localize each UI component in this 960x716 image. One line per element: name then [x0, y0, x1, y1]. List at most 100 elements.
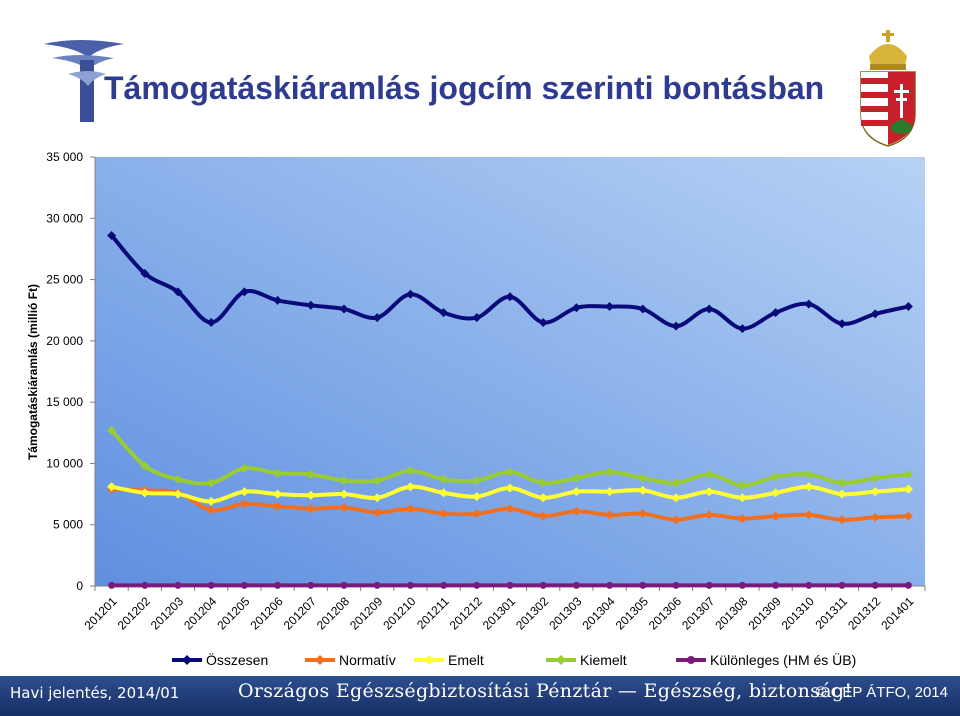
data-point	[140, 268, 150, 278]
x-tick-label: 201307	[679, 594, 717, 632]
data-point	[306, 490, 316, 500]
data-point	[704, 469, 714, 479]
data-point	[571, 487, 581, 497]
data-point	[306, 504, 316, 514]
line-chart: 0 5 000 10 000 15 000 20 000 25 000 30 000 35 0…	[26, 150, 926, 668]
y-tick-label: 25 000	[46, 273, 83, 287]
legend-label: Különleges (HM és ÜB)	[710, 651, 856, 668]
x-tick-label: 201302	[513, 594, 551, 632]
data-point	[439, 488, 449, 498]
data-point	[871, 581, 879, 589]
x-tick-label: 201308	[712, 594, 750, 632]
data-point	[538, 511, 548, 521]
data-point	[140, 488, 150, 498]
y-tick-label: 35 000	[46, 150, 83, 164]
data-point	[439, 509, 449, 519]
series-2	[107, 482, 913, 506]
data-point	[571, 473, 581, 483]
data-point	[206, 505, 216, 515]
data-point	[372, 507, 382, 517]
data-point	[107, 230, 117, 240]
data-point	[274, 581, 282, 589]
data-point	[737, 324, 747, 334]
data-point	[473, 581, 481, 589]
x-tick-label: 201208	[314, 594, 352, 632]
data-point	[903, 302, 913, 312]
data-point	[273, 489, 283, 499]
y-tick-label: 20 000	[46, 334, 83, 348]
data-point	[405, 504, 415, 514]
data-point	[837, 478, 847, 488]
data-point	[239, 463, 249, 473]
x-tick-label: 201304	[580, 594, 618, 632]
data-point	[405, 482, 415, 492]
data-point	[838, 581, 846, 589]
data-point	[805, 581, 813, 589]
legend-marker	[182, 655, 192, 665]
data-point	[273, 295, 283, 305]
x-tick-label: 201311	[813, 594, 851, 632]
footer-organization: Országos Egészségbiztosítási Pénztár — E…	[238, 680, 853, 702]
oep-logo-icon	[44, 40, 124, 122]
legend-item: Emelt	[414, 652, 484, 668]
legend-marker	[315, 655, 325, 665]
legend: Összesen Normatív Emelt Kiemelt Különleges (…	[172, 651, 856, 668]
data-point	[372, 493, 382, 503]
data-point	[904, 581, 912, 589]
x-tick-label: 201303	[546, 594, 584, 632]
data-point	[572, 581, 580, 589]
footer-copyright: © OEP ÁTFO, 2014	[815, 684, 949, 701]
data-point	[671, 478, 681, 488]
data-point	[704, 487, 714, 497]
data-point	[671, 493, 681, 503]
data-point	[372, 476, 382, 486]
data-point	[771, 472, 781, 482]
data-point	[771, 488, 781, 498]
data-point	[538, 493, 548, 503]
data-point	[672, 581, 680, 589]
data-point	[141, 581, 149, 589]
data-point	[605, 302, 615, 312]
data-point	[140, 461, 150, 471]
series-3	[107, 425, 913, 490]
data-point	[903, 511, 913, 521]
x-tick-label: 201206	[248, 594, 286, 632]
data-point	[638, 485, 648, 495]
data-point	[804, 469, 814, 479]
legend-marker	[424, 655, 434, 665]
x-axis: 2012012012022012032012042012052012062012…	[82, 585, 926, 632]
data-point	[539, 581, 547, 589]
data-point	[406, 581, 414, 589]
data-point	[671, 321, 681, 331]
data-point	[339, 304, 349, 314]
data-point	[472, 509, 482, 519]
x-tick-label: 201401	[878, 594, 916, 632]
data-point	[340, 581, 348, 589]
data-point	[639, 581, 647, 589]
data-point	[606, 581, 614, 589]
data-point	[870, 512, 880, 522]
y-tick-label: 10 000	[46, 456, 83, 470]
legend-item: Összesen	[172, 651, 268, 668]
data-point	[206, 317, 216, 327]
y-tick-label: 0	[76, 579, 83, 593]
series-4	[108, 581, 912, 589]
data-point	[239, 499, 249, 509]
x-tick-label: 201202	[115, 594, 153, 632]
data-point	[240, 581, 248, 589]
data-point	[671, 515, 681, 525]
data-point	[638, 473, 648, 483]
series-0	[107, 230, 913, 334]
data-point	[903, 484, 913, 494]
data-point	[506, 581, 514, 589]
x-tick-label: 201201	[82, 594, 120, 632]
data-point	[605, 510, 615, 520]
data-point	[772, 581, 780, 589]
data-point	[638, 509, 648, 519]
legend-item: Kiemelt	[546, 652, 627, 668]
x-tick-label: 201310	[779, 594, 817, 632]
legend-marker	[687, 656, 695, 664]
x-tick-label: 201301	[480, 594, 518, 632]
data-point	[870, 487, 880, 497]
series-layer	[107, 230, 913, 589]
